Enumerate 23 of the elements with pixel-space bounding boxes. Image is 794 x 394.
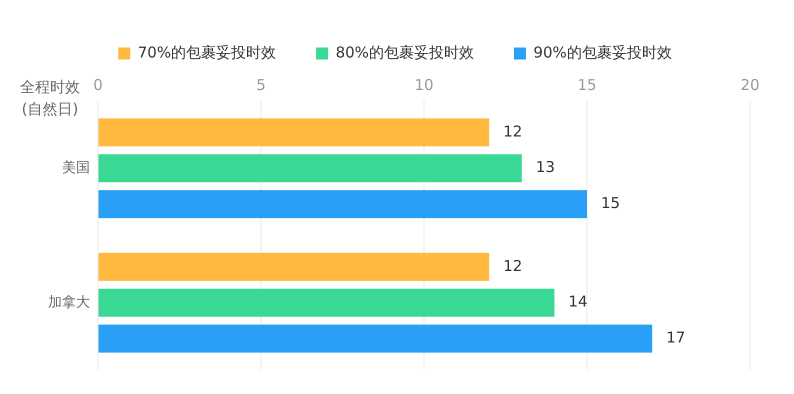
data-label: 15	[601, 194, 620, 212]
legend-label: 70%的包裹妥投时效	[138, 43, 276, 62]
data-label: 13	[536, 158, 555, 176]
x-tick-label: 20	[740, 76, 760, 94]
y-tick-label: 美国	[62, 160, 90, 176]
y-tick-label: 加拿大	[48, 294, 90, 310]
x-tick-label: 5	[256, 76, 266, 94]
x-tick-label: 0	[93, 76, 103, 94]
legend-label: 90%的包裹妥投时效	[533, 43, 672, 62]
x-tick-label: 10	[414, 76, 434, 94]
bar	[98, 154, 522, 182]
bar	[98, 190, 587, 218]
bar	[98, 288, 554, 317]
bar	[98, 118, 490, 146]
data-label: 12	[503, 122, 522, 140]
x-tick-label: 15	[577, 76, 597, 94]
x-axis-title: 全程时效 (自然日)	[20, 78, 80, 118]
bar	[98, 324, 652, 353]
data-label: 17	[666, 328, 686, 347]
data-label: 12	[503, 256, 522, 275]
legend-label: 80%的包裹妥投时效	[336, 43, 474, 62]
data-label: 14	[568, 292, 588, 311]
bar	[98, 252, 490, 281]
